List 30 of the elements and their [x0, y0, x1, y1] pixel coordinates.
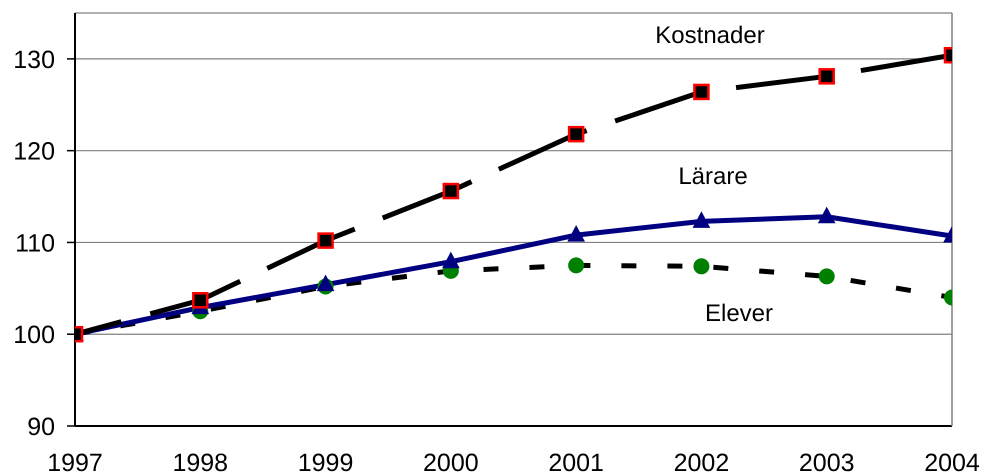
x-tick-label: 2002 — [674, 448, 730, 475]
point — [818, 268, 835, 284]
y-tick-label: 130 — [13, 46, 55, 74]
point — [692, 212, 710, 228]
x-tick-label: 2001 — [548, 448, 604, 475]
y-tick-label: 110 — [15, 229, 55, 258]
point — [818, 207, 836, 224]
x-tick-label: 1997 — [47, 448, 103, 475]
point — [568, 126, 584, 142]
point — [442, 252, 460, 268]
series-label: Kostnader — [655, 22, 765, 50]
x-tick-label: 1999 — [298, 448, 354, 475]
point — [568, 226, 585, 242]
point — [693, 84, 710, 100]
point — [317, 275, 334, 292]
x-tick-label: 2000 — [423, 448, 479, 475]
y-tick-label: 120 — [13, 138, 55, 166]
series-label: Elever — [704, 300, 774, 328]
point — [693, 258, 710, 274]
y-tick-label: 100 — [13, 321, 55, 350]
point — [317, 232, 334, 249]
point — [568, 257, 584, 274]
x-tick-label: 1998 — [172, 448, 228, 475]
x-tick-label: 2004 — [924, 448, 980, 475]
point — [192, 292, 209, 309]
series-label: Lärare — [678, 162, 748, 190]
x-tick-label: 2003 — [798, 448, 855, 475]
point — [818, 68, 835, 85]
point — [442, 182, 460, 200]
y-tick-label: 90 — [27, 412, 55, 441]
